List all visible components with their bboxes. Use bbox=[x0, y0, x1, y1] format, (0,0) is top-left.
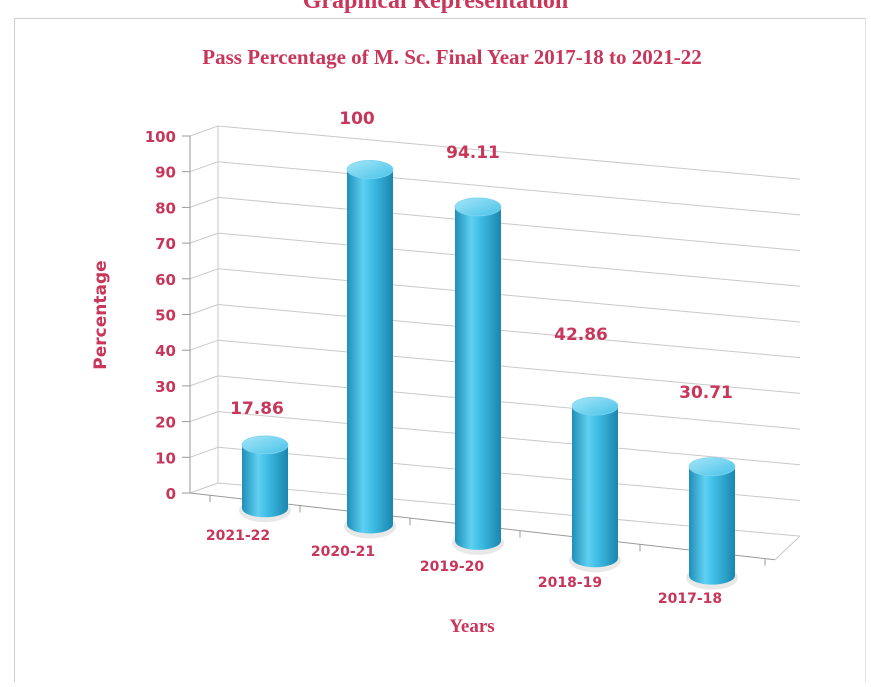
gridline-depth bbox=[189, 304, 219, 315]
y-axis-title: Percentage bbox=[91, 260, 111, 369]
gridline bbox=[217, 161, 801, 216]
gridline-depth bbox=[189, 125, 219, 137]
gridline bbox=[217, 125, 801, 180]
bar-body bbox=[242, 444, 288, 518]
x-tick-label: 2017-18 bbox=[658, 591, 722, 607]
gridline-depth bbox=[189, 482, 219, 494]
bar-2018-19 bbox=[569, 396, 621, 573]
gridline bbox=[217, 411, 801, 466]
y-tick-label: 30 bbox=[155, 378, 176, 396]
y-tick-label: 70 bbox=[155, 235, 176, 253]
page-heading: Graphical Representation bbox=[302, 0, 569, 14]
data-label: 100 bbox=[339, 109, 375, 129]
y-tick-label: 40 bbox=[155, 342, 176, 360]
gridline-depth bbox=[189, 161, 219, 173]
bar-cap bbox=[454, 197, 502, 217]
bar-body bbox=[455, 206, 501, 550]
bar-cap bbox=[346, 160, 394, 179]
bar-cap bbox=[688, 457, 736, 477]
gridline bbox=[217, 268, 801, 323]
y-tick-label: 10 bbox=[155, 449, 176, 467]
x-tick-label: 2020-21 bbox=[311, 544, 375, 560]
bar-cap bbox=[571, 396, 619, 416]
x-axis-title: Years bbox=[449, 616, 494, 637]
bar-cap bbox=[241, 435, 289, 455]
y-tick-label: 90 bbox=[155, 164, 176, 182]
x-tick-label: 2018-19 bbox=[538, 575, 602, 591]
labels: Pass Percentage of M. Sc. Final Year 201… bbox=[91, 45, 733, 637]
chart-frame bbox=[14, 18, 866, 682]
bar-2017-18 bbox=[686, 457, 738, 590]
data-label: 94.11 bbox=[446, 143, 500, 163]
y-tick-label: 60 bbox=[155, 271, 176, 289]
data-label: 42.86 bbox=[554, 325, 608, 345]
gridline-depth bbox=[189, 411, 219, 423]
bars bbox=[239, 160, 738, 590]
bar-2020-21 bbox=[344, 160, 396, 539]
floor-edge bbox=[774, 535, 801, 561]
bar-body bbox=[572, 406, 618, 568]
bar-body bbox=[689, 466, 735, 585]
bar-body bbox=[347, 169, 393, 534]
gridline-depth bbox=[189, 375, 219, 387]
bar-2021-22 bbox=[239, 435, 291, 523]
gridline-depth bbox=[189, 268, 219, 280]
y-tick-label: 20 bbox=[155, 414, 176, 432]
gridline-depth bbox=[189, 446, 219, 458]
gridline bbox=[217, 196, 801, 252]
gridline bbox=[217, 339, 801, 394]
y-tick-label: 100 bbox=[145, 128, 176, 146]
y-tick-label: 80 bbox=[155, 199, 176, 217]
bar-2019-20 bbox=[452, 197, 504, 555]
x-tick-label: 2021-22 bbox=[206, 528, 270, 544]
gridline-depth bbox=[189, 232, 219, 244]
data-label: 17.86 bbox=[230, 399, 284, 419]
gridline-depth bbox=[189, 196, 219, 208]
gridline bbox=[217, 304, 801, 359]
gridline bbox=[217, 232, 801, 287]
gridline bbox=[217, 375, 801, 430]
y-tick-label: 0 bbox=[166, 485, 176, 503]
y-tick-label: 50 bbox=[155, 307, 176, 325]
x-tick-label: 2019-20 bbox=[420, 559, 485, 575]
chart-title: Pass Percentage of M. Sc. Final Year 201… bbox=[202, 45, 701, 69]
gridline-depth bbox=[189, 339, 219, 351]
data-label: 30.71 bbox=[679, 383, 733, 403]
